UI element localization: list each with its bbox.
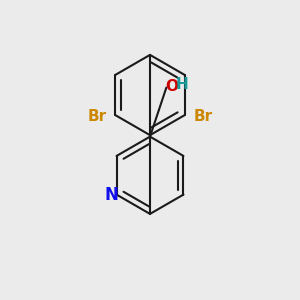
Text: Br: Br bbox=[87, 109, 106, 124]
Text: O: O bbox=[165, 79, 178, 94]
Text: H: H bbox=[176, 77, 188, 92]
Text: N: N bbox=[104, 186, 118, 204]
Text: Br: Br bbox=[194, 109, 213, 124]
